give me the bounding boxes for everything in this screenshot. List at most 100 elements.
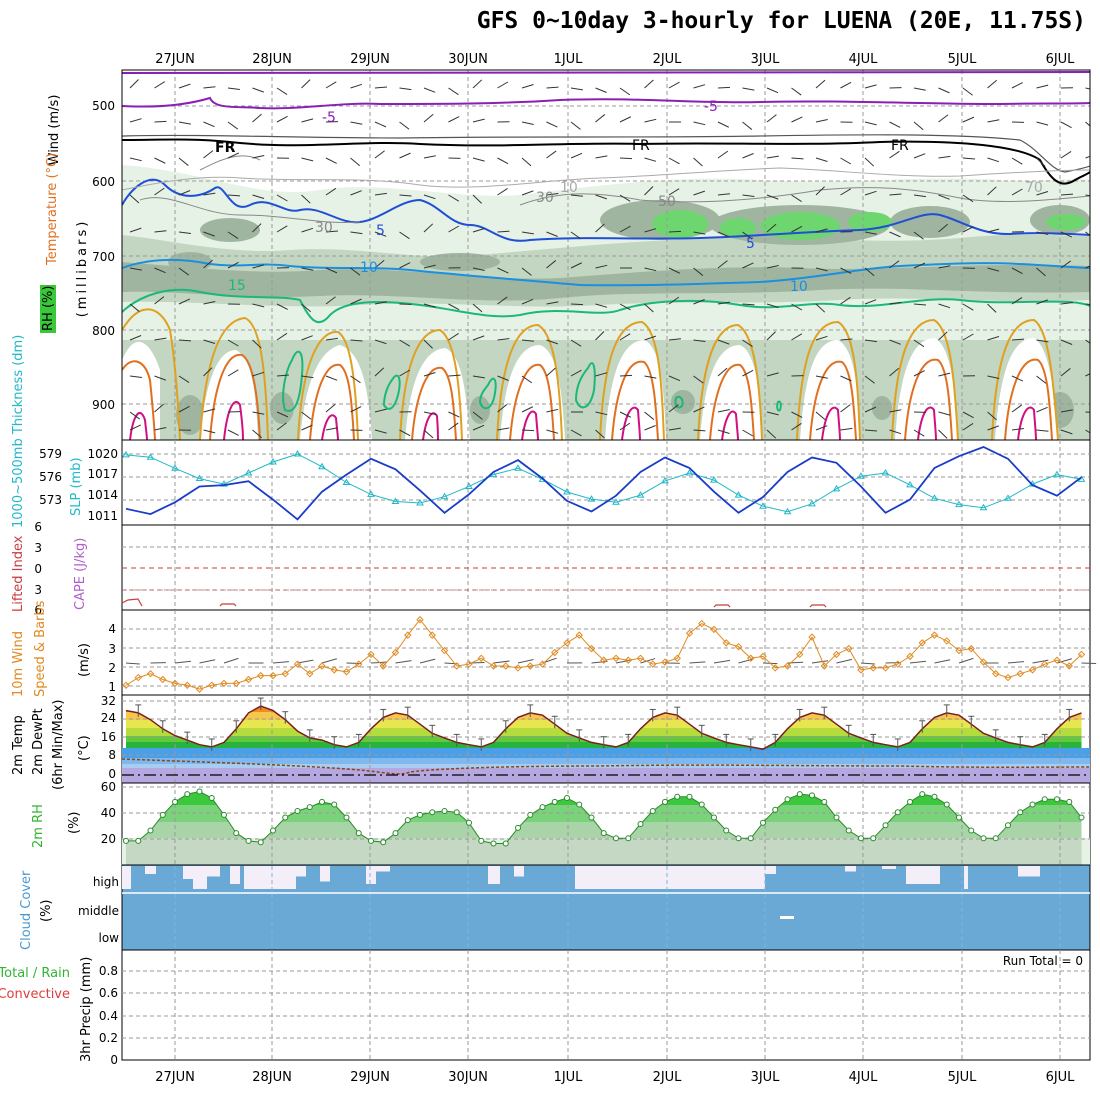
wind-barb	[644, 228, 657, 233]
wind-barb	[178, 405, 190, 413]
wind-barb	[546, 367, 556, 377]
data-point	[135, 837, 142, 844]
wind-barb	[619, 422, 631, 431]
data-point	[244, 469, 253, 476]
data-point	[1005, 822, 1011, 829]
wind-barb	[252, 155, 265, 159]
wind-barb	[693, 339, 706, 342]
wind-barb	[472, 228, 485, 233]
wind-barb	[129, 194, 140, 204]
date-label: 1JUL	[554, 1070, 584, 1085]
cloud-clear-gap	[145, 866, 156, 874]
wind-barb	[766, 114, 777, 123]
data-point	[514, 464, 522, 471]
cloud-cover-panel	[121, 864, 1091, 951]
data-point	[1053, 656, 1061, 664]
cloud-clear-gap	[906, 866, 940, 884]
data-point	[355, 830, 362, 837]
date-label: 30JUN	[448, 1070, 488, 1085]
wind-barb	[742, 369, 754, 377]
data-point	[808, 499, 816, 507]
wind-barb	[521, 84, 534, 89]
data-point	[918, 639, 926, 647]
wind-barb	[129, 411, 141, 420]
date-label: 27JUN	[155, 1070, 195, 1085]
contour-label: 5	[746, 236, 755, 252]
data-point	[587, 644, 596, 653]
wind-barb	[717, 193, 730, 196]
wind-barb	[1085, 194, 1090, 197]
wind-barb	[521, 267, 532, 276]
wind-barb	[521, 429, 535, 432]
wind-barb	[546, 193, 559, 196]
data-point	[637, 821, 644, 827]
data-point	[245, 837, 252, 844]
wind-barb	[938, 87, 950, 94]
upper-y-ticks: 500 600 700 800 900	[92, 99, 115, 412]
data-point	[123, 837, 129, 844]
tick-label: 576	[39, 470, 62, 484]
wind-barb	[644, 157, 657, 162]
wind-barb	[766, 155, 779, 159]
wind-barb	[815, 119, 828, 123]
wind-barb	[1085, 155, 1090, 159]
axis-label: (°C)	[77, 735, 92, 761]
wind-barb	[399, 429, 411, 437]
wind-barb	[546, 231, 558, 237]
wind-barb	[521, 231, 534, 235]
wind-barb	[472, 79, 483, 89]
wind-barb	[668, 296, 680, 305]
wind-barb	[472, 411, 483, 420]
wind-barb	[693, 84, 706, 89]
wind-barb	[864, 339, 877, 343]
wind-barb	[840, 296, 851, 305]
wind-barb	[1085, 231, 1090, 237]
data-point	[685, 469, 694, 476]
date-label: 6JUL	[1046, 1070, 1076, 1085]
wind-barb	[419, 658, 436, 664]
wind-barb	[864, 121, 877, 126]
cloud-clear-gap	[514, 866, 524, 877]
wind-barb	[1060, 193, 1074, 196]
wind-barb	[791, 225, 803, 233]
thickness-ticks: 579 576 573 1020 1017 1014 1011	[39, 447, 118, 523]
wind-barb	[864, 267, 875, 277]
wind-barb	[472, 267, 485, 271]
wind-barb	[913, 429, 925, 437]
wind-barb	[717, 260, 728, 269]
wind-barb	[791, 116, 803, 123]
wind-barb	[619, 333, 631, 341]
data-point	[1078, 814, 1085, 821]
data-point	[784, 796, 791, 803]
data-point	[673, 654, 681, 662]
data-point	[306, 670, 314, 678]
wind-barb	[252, 264, 265, 269]
wind-barb	[227, 339, 239, 347]
data-point	[575, 631, 583, 639]
data-point	[465, 482, 473, 489]
data-point	[416, 616, 424, 624]
wind-barb	[203, 192, 216, 196]
data-point	[440, 492, 449, 500]
precip-ticks: 0.8 0.6 0.4 0.2 0	[99, 964, 118, 1067]
wind-barb	[154, 157, 166, 164]
wind-barb	[570, 87, 583, 91]
data-point	[355, 660, 363, 668]
wind-barb	[766, 194, 779, 200]
data-point	[649, 808, 656, 814]
wind-barb	[742, 262, 754, 269]
cloud-clear-gap	[882, 866, 896, 869]
cloud-clear-gap	[296, 866, 306, 877]
wind-barb	[423, 411, 436, 415]
wind-barb	[766, 429, 777, 439]
wind-barb	[297, 659, 314, 664]
date-axis-bottom: 27JUN 28JUN 29JUN 30JUN 1JUL 2JUL 3JUL 4JUL 5JUL…	[155, 1070, 1075, 1085]
wind-barb	[276, 87, 288, 95]
wind-barb	[644, 267, 657, 272]
data-point	[845, 827, 852, 834]
data-point	[857, 666, 865, 674]
wind-barb	[644, 375, 657, 379]
wind-barb	[276, 225, 288, 233]
wind-barb	[448, 194, 460, 202]
